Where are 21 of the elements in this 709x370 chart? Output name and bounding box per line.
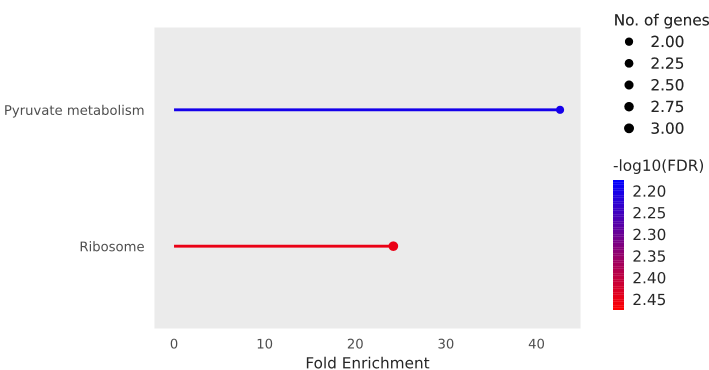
color-bar-label: 2.25: [633, 206, 666, 219]
color-bar-title: -log10(FDR): [614, 159, 704, 174]
color-bar-label: 2.20: [633, 185, 666, 197]
x-tick-label: 30: [438, 338, 454, 349]
legend-title: No. of genes: [615, 14, 709, 29]
color-bar-label: 2.35: [633, 250, 666, 262]
x-tick-label: 0: [170, 338, 178, 349]
legend-label: 3.00: [652, 122, 684, 134]
x-tick-label: 10: [258, 338, 272, 349]
legend-label: 2.00: [652, 36, 684, 48]
color-bar-label: 2.40: [633, 272, 666, 284]
x-tick-label: 40: [528, 338, 544, 349]
y-tick-label: Pyruvate metabolism: [5, 104, 144, 118]
x-tick-label: 20: [348, 338, 363, 349]
x-axis-title: Fold Enrichment: [306, 356, 430, 369]
color-bar-label: 2.30: [633, 228, 666, 240]
legend-label: 2.25: [652, 57, 684, 69]
color-bar-label: 2.45: [633, 294, 666, 306]
legend-label: 2.50: [652, 79, 684, 91]
y-tick-label: Ribosome: [80, 241, 144, 252]
legend-label: 2.75: [652, 100, 684, 112]
